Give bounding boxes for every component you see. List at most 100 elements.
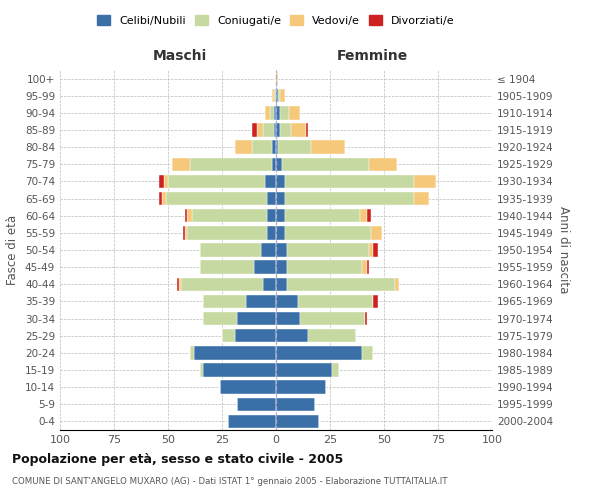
Bar	[276, 346, 362, 360]
Bar	[414, 192, 430, 205]
Bar	[280, 106, 289, 120]
Bar	[373, 244, 377, 256]
Bar	[203, 294, 246, 308]
Bar	[164, 174, 168, 188]
Bar	[268, 209, 276, 222]
Bar	[272, 140, 276, 154]
Text: Popolazione per età, sesso e stato civile - 2005: Popolazione per età, sesso e stato civil…	[12, 452, 343, 466]
Bar	[187, 209, 192, 222]
Bar	[263, 124, 274, 136]
Bar	[289, 106, 300, 120]
Bar	[280, 124, 291, 136]
Bar	[276, 329, 308, 342]
Text: Femmine: Femmine	[337, 48, 407, 62]
Bar	[252, 140, 272, 154]
Bar	[194, 346, 276, 360]
Bar	[332, 364, 338, 376]
Bar	[276, 124, 280, 136]
Bar	[252, 124, 257, 136]
Text: COMUNE DI SANT'ANGELO MUXARO (AG) - Dati ISTAT 1° gennaio 2005 - Elaborazione TU: COMUNE DI SANT'ANGELO MUXARO (AG) - Dati…	[12, 478, 448, 486]
Bar	[369, 158, 397, 171]
Bar	[161, 192, 166, 205]
Bar	[160, 174, 164, 188]
Bar	[276, 72, 278, 86]
Bar	[276, 174, 284, 188]
Bar	[291, 124, 306, 136]
Bar	[276, 89, 278, 102]
Bar	[367, 260, 369, 274]
Bar	[203, 364, 276, 376]
Bar	[284, 174, 414, 188]
Bar	[272, 89, 274, 102]
Bar	[187, 226, 268, 239]
Bar	[220, 380, 276, 394]
Bar	[179, 278, 181, 291]
Bar	[229, 414, 276, 428]
Bar	[237, 398, 276, 411]
Bar	[298, 294, 373, 308]
Bar	[280, 89, 284, 102]
Bar	[287, 244, 369, 256]
Bar	[276, 364, 332, 376]
Bar	[360, 209, 367, 222]
Bar	[203, 312, 237, 326]
Bar	[166, 192, 268, 205]
Bar	[222, 329, 235, 342]
Bar	[287, 278, 395, 291]
Bar	[172, 158, 190, 171]
Bar	[276, 312, 300, 326]
Bar	[200, 364, 203, 376]
Bar	[237, 312, 276, 326]
Bar	[235, 140, 252, 154]
Bar	[268, 226, 276, 239]
Bar	[287, 260, 362, 274]
Bar	[276, 260, 287, 274]
Bar	[371, 226, 382, 239]
Bar	[395, 278, 399, 291]
Bar	[362, 346, 373, 360]
Bar	[414, 174, 436, 188]
Bar	[183, 226, 185, 239]
Bar	[276, 380, 326, 394]
Bar	[274, 89, 276, 102]
Bar	[168, 174, 265, 188]
Bar	[190, 346, 194, 360]
Bar	[185, 209, 187, 222]
Bar	[276, 209, 284, 222]
Bar	[181, 278, 263, 291]
Bar	[276, 226, 284, 239]
Text: Maschi: Maschi	[153, 48, 207, 62]
Y-axis label: Anni di nascita: Anni di nascita	[557, 206, 570, 294]
Bar	[176, 278, 179, 291]
Bar	[306, 124, 308, 136]
Y-axis label: Fasce di età: Fasce di età	[7, 215, 19, 285]
Bar	[190, 158, 272, 171]
Bar	[261, 244, 276, 256]
Bar	[276, 414, 319, 428]
Bar	[276, 140, 278, 154]
Bar	[276, 158, 283, 171]
Bar	[160, 192, 161, 205]
Bar	[278, 140, 311, 154]
Bar	[274, 124, 276, 136]
Bar	[265, 174, 276, 188]
Bar	[272, 158, 276, 171]
Bar	[283, 158, 369, 171]
Bar	[373, 294, 377, 308]
Bar	[311, 140, 345, 154]
Bar	[365, 312, 367, 326]
Bar	[362, 260, 367, 274]
Bar	[269, 106, 274, 120]
Bar	[276, 192, 284, 205]
Bar	[367, 209, 371, 222]
Bar	[276, 244, 287, 256]
Bar	[246, 294, 276, 308]
Bar	[200, 260, 254, 274]
Bar	[308, 329, 356, 342]
Bar	[278, 89, 280, 102]
Bar	[265, 106, 269, 120]
Bar	[263, 278, 276, 291]
Bar	[369, 244, 373, 256]
Bar	[268, 192, 276, 205]
Bar	[192, 209, 268, 222]
